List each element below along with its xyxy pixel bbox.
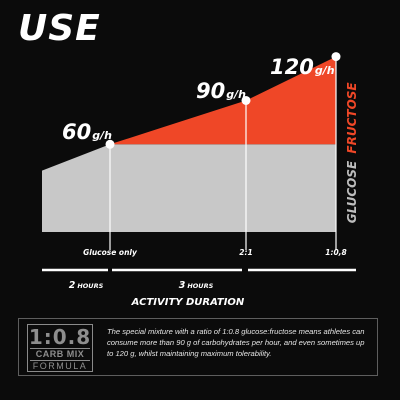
glucose-area — [42, 144, 336, 232]
duration-label: 2 HOURS — [69, 280, 104, 291]
x-tick-label: 2:1 — [239, 248, 252, 257]
carb-mix-badge: 1:0.8 CARB MIX FORMULA — [27, 324, 93, 372]
fructose-area — [110, 56, 336, 145]
badge-formula-label: FORMULA — [32, 361, 88, 371]
data-point — [241, 95, 251, 105]
page-title: USE — [18, 8, 101, 49]
badge-mix-label: CARB MIX — [30, 348, 90, 361]
total-label: 90g/h — [196, 79, 246, 103]
x-tick-label: Glucose only — [83, 248, 138, 257]
data-point — [331, 52, 341, 62]
data-point — [105, 139, 115, 149]
total-label: 120g/h — [270, 55, 335, 79]
info-description: The special mixture with a ratio of 1:0.… — [107, 327, 365, 358]
legend-glucose: GLUCOSE — [345, 160, 359, 223]
legend-fructose: FRUCTOSE — [345, 82, 359, 154]
total-label: 60g/h — [62, 120, 112, 144]
x-tick-label: 1:0,8 — [325, 248, 347, 257]
duration-label: 3 HOURS — [179, 280, 214, 291]
info-box: 1:0.8 CARB MIX FORMULA The special mixtu… — [18, 318, 378, 376]
x-axis-title: ACTIVITY DURATION — [131, 297, 245, 308]
badge-ratio: 1:0.8 — [28, 325, 92, 349]
